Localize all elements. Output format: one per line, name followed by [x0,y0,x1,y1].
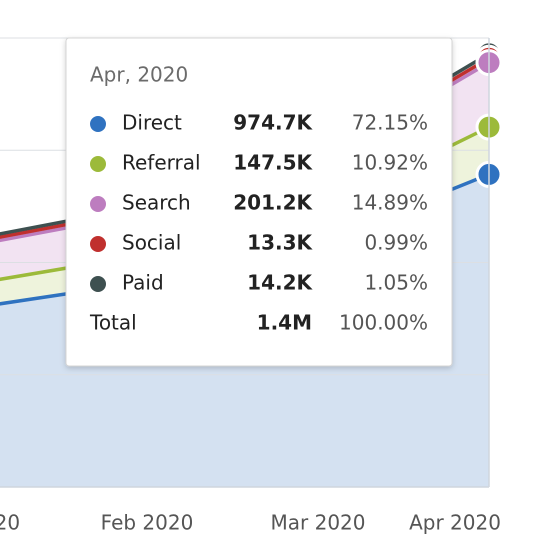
series-name: Search [122,191,191,215]
legend-dot [90,236,106,252]
total-share: 100.00% [339,311,428,335]
total-value: 1.4M [257,311,312,335]
series-name: Direct [122,111,182,135]
series-value: 13.3K [247,231,313,255]
legend-dot [90,196,106,212]
tooltip-box [65,37,453,367]
tooltip-title: Apr, 2020 [90,63,188,87]
series-name: Paid [122,271,164,295]
series-name: Social [122,231,181,255]
total-label: Total [89,311,137,335]
series-share: 14.89% [352,191,428,215]
x-tick-label: Apr 2020 [409,511,501,535]
series-name: Referral [122,151,201,175]
legend-dot [90,276,106,292]
series-value: 974.7K [233,111,313,135]
legend-dot [90,156,106,172]
series-value: 201.2K [233,191,313,215]
series-share: 0.99% [364,231,428,255]
series-value: 14.2K [247,271,313,295]
series-share: 1.05% [364,271,428,295]
x-tick-label: Jan 2020 [0,511,20,535]
x-tick-label: Mar 2020 [271,511,366,535]
series-share: 10.92% [352,151,428,175]
x-tick-label: Feb 2020 [101,511,194,535]
legend-dot [90,116,106,132]
series-value: 147.5K [233,151,313,175]
tooltip: Apr, 2020 Direct 974.7K 72.15% Referral 147.… [65,37,453,367]
series-share: 72.15% [352,111,428,135]
